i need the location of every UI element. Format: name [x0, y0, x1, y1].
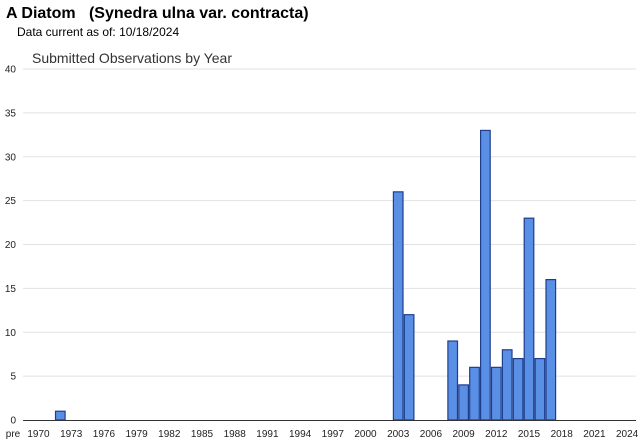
bar-2015 [523, 217, 535, 421]
bar-2017 [545, 279, 557, 421]
x-tick-label: 2018 [551, 429, 574, 440]
x-tick-label: 1994 [289, 429, 312, 440]
chart-title: Submitted Observations by Year [32, 50, 232, 66]
data-current-label: Data current as of: [17, 25, 116, 39]
x-tick-label: 1979 [125, 429, 148, 440]
y-tick-label: 25 [5, 196, 17, 207]
x-tick-label: 1991 [256, 429, 279, 440]
bar-2014 [512, 357, 524, 421]
x-tick-label: 1985 [191, 429, 214, 440]
bar-2011 [480, 129, 491, 421]
y-tick-label: 30 [5, 152, 17, 163]
y-tick-label: 15 [5, 284, 17, 295]
bar-2008 [447, 340, 459, 421]
data-current-date: 10/18/2024 [119, 25, 180, 39]
bar-1972 [54, 410, 66, 421]
bar-2010 [469, 366, 480, 421]
data-current-note: Data current as of: 10/18/2024 [17, 25, 179, 39]
bar-2013 [501, 349, 513, 421]
bar-2016 [534, 357, 546, 421]
page-title: A Diatom (Synedra ulna var. contracta) [6, 5, 309, 22]
x-tick-label: pre [6, 429, 21, 440]
x-tick-label: 1976 [93, 429, 116, 440]
bar-2012 [490, 366, 502, 421]
x-tick-label: 2012 [485, 429, 508, 440]
x-tick-label: 1982 [158, 429, 181, 440]
x-tick-label: 2021 [583, 429, 606, 440]
y-tick-label: 0 [10, 416, 16, 427]
bar-2004 [403, 314, 415, 421]
y-tick-label: 20 [5, 240, 17, 251]
y-tick-label: 40 [5, 65, 17, 76]
x-tick-label: 2009 [452, 429, 475, 440]
x-tick-label: 1970 [27, 429, 50, 440]
bar-2009 [458, 384, 469, 421]
x-tick-label: 2000 [354, 429, 377, 440]
x-tick-label: 2015 [518, 429, 541, 440]
y-tick-label: 5 [10, 372, 16, 383]
y-tick-label: 10 [5, 328, 17, 339]
x-tick-label: 2006 [420, 429, 443, 440]
x-tick-label: 1973 [60, 429, 83, 440]
x-tick-label: 1997 [322, 429, 345, 440]
bar-2003 [392, 191, 404, 421]
x-tick-label: 2003 [387, 429, 410, 440]
y-tick-label: 35 [5, 108, 17, 119]
x-tick-label: 1988 [224, 429, 247, 440]
x-tick-label: 2024 [616, 429, 639, 440]
